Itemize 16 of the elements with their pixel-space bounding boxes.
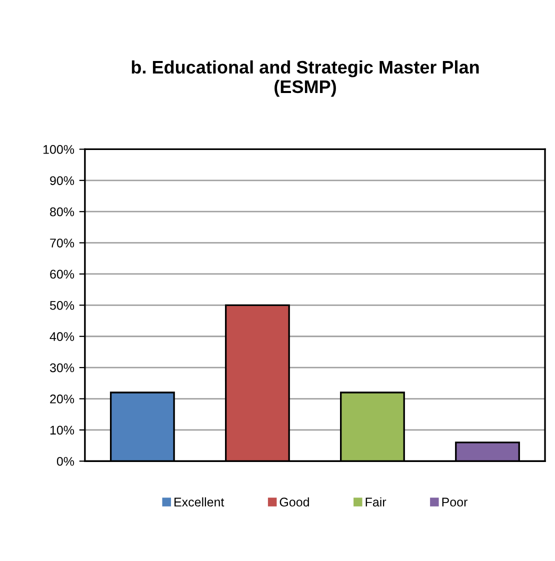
y-tick-label: 80% (50, 207, 74, 216)
legend-label: Fair (366, 497, 386, 507)
y-tick-label: 0% (56, 456, 74, 466)
y-tick-label: 10% (50, 426, 74, 435)
y-tick-label: 40% (50, 332, 74, 342)
y-tick-label: 60% (50, 270, 74, 279)
chart-title: b. Educational and Strategic Master Plan (ESMP) (132, 60, 479, 97)
y-tick-label: 50% (50, 300, 74, 310)
legend-label: Excellent (174, 497, 224, 507)
y-tick-label: 70% (50, 238, 74, 248)
y-tick-label: 90% (50, 176, 74, 186)
y-tick-label: 20% (50, 394, 74, 404)
y-tick-label: 30% (50, 363, 74, 372)
legend-label: Poor (442, 498, 468, 507)
legend-label: Good (280, 497, 309, 507)
y-tick-label: 100% (43, 145, 74, 154)
